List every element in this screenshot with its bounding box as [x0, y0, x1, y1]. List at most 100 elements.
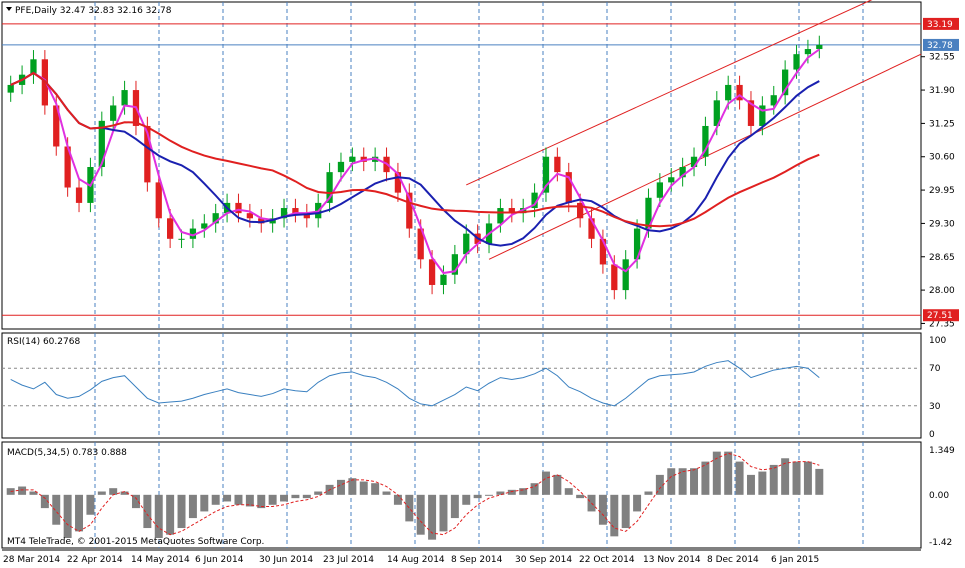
price-axis: 32.55 31.90 31.25 30.60 29.95 29.30 28.65 28.00… — [921, 53, 955, 548]
macd-bar — [314, 491, 323, 495]
macd-bar — [75, 494, 84, 532]
candle-body — [622, 259, 629, 291]
macd-bar — [428, 494, 437, 540]
macd-bar — [371, 483, 380, 495]
macd-bar — [541, 471, 550, 495]
y-tick-label: 28.00 — [929, 286, 955, 296]
macd-bar — [473, 494, 482, 499]
level-tag — [923, 309, 959, 322]
macd-bar — [211, 494, 220, 505]
x-tick-label: 14 May 2014 — [131, 555, 190, 565]
candle-body — [451, 254, 458, 275]
candle-body — [428, 259, 436, 285]
macd-bar — [359, 481, 368, 495]
x-tick-label: 8 Sep 2014 — [451, 555, 503, 565]
macd-bar — [416, 494, 425, 535]
candle-body — [144, 125, 151, 183]
macd-bar — [462, 494, 471, 505]
macd-bar — [701, 461, 710, 495]
x-tick-label: 30 Sep 2014 — [515, 555, 572, 565]
macd-bar — [553, 474, 562, 495]
triangle-down-icon[interactable] — [6, 7, 12, 11]
candle-body — [804, 49, 812, 55]
macd-tick-label: -1.42 — [929, 538, 952, 548]
macd-tick-label: 0.00 — [929, 491, 949, 501]
candle-body — [599, 238, 607, 265]
candle-body — [497, 208, 504, 224]
level-label: 33.19 — [927, 20, 953, 30]
candle-body — [212, 213, 219, 224]
macd-bar — [348, 478, 357, 495]
macd-bar — [109, 488, 118, 495]
macd-bar — [758, 471, 767, 495]
candle-body — [53, 105, 60, 147]
candle-body — [167, 218, 174, 239]
macd-bar — [507, 489, 516, 495]
macd-bar — [405, 494, 414, 522]
macd-bar — [712, 451, 721, 495]
candle-body — [406, 192, 413, 229]
candle-body — [747, 100, 755, 126]
rsi-series — [2, 360, 921, 407]
current_price-label: 32.78 — [927, 41, 953, 51]
candle-body — [349, 156, 356, 162]
macd-bar — [769, 464, 778, 495]
main-pane[interactable] — [1, 1, 922, 330]
candle-body — [7, 84, 14, 93]
x-tick-label: 13 Nov 2014 — [643, 555, 701, 565]
macd-bar — [234, 494, 243, 505]
channel-upper — [466, 0, 873, 186]
macd-bar — [519, 488, 528, 495]
macd-bar — [166, 494, 175, 535]
x-tick-label: 22 Oct 2014 — [579, 555, 635, 565]
candle-body — [793, 54, 800, 70]
candle-body — [668, 177, 675, 183]
macd-bar — [781, 458, 790, 495]
x-tick-label: 22 Apr 2014 — [67, 555, 123, 565]
level-label: 27.51 — [927, 311, 953, 321]
macd-bar — [633, 494, 642, 512]
macd-bar — [280, 494, 289, 502]
x-tick-label: 30 Jun 2014 — [259, 555, 313, 565]
macd-bar — [291, 494, 300, 499]
macd-bar — [200, 494, 209, 512]
candle-body — [679, 167, 686, 178]
macd-bar — [644, 491, 653, 495]
macd-bar — [735, 461, 744, 495]
macd-histogram — [6, 451, 824, 540]
rsi-pane[interactable] — [1, 332, 922, 439]
macd-bar — [450, 494, 459, 519]
candle-body — [565, 172, 572, 203]
horizontal-lines — [2, 23, 921, 316]
macd-bar — [598, 494, 607, 525]
macd-bar — [667, 468, 676, 495]
current_price-tag — [923, 38, 959, 51]
macd-bar — [336, 479, 345, 495]
macd-bar — [188, 494, 197, 519]
macd-bar — [792, 461, 801, 495]
time-axis: 28 Mar 2014 22 Apr 2014 14 May 2014 6 Jun 2… — [2, 549, 921, 565]
y-tick-label: 30.60 — [929, 153, 955, 163]
macd-bar — [52, 494, 61, 525]
macd-bar — [621, 494, 630, 529]
candle-body — [554, 156, 561, 173]
candle-body — [98, 120, 105, 167]
candle-body — [417, 228, 424, 260]
macd-bar — [485, 494, 494, 496]
macd-bar — [610, 494, 619, 537]
moving-averages — [10, 48, 820, 275]
x-tick-label: 23 Jul 2014 — [323, 555, 374, 565]
y-tick-label: 29.30 — [929, 219, 955, 229]
macd-bar — [815, 468, 824, 495]
macd-bar — [86, 494, 95, 515]
macd-bar — [496, 491, 505, 495]
x-tick-label: 28 Mar 2014 — [3, 555, 60, 565]
candle-body — [337, 161, 345, 173]
candle-body — [577, 202, 584, 219]
macd-bar — [803, 461, 812, 495]
y-tick-label: 31.25 — [929, 119, 955, 129]
macd-bar — [120, 491, 129, 495]
candle-body — [588, 218, 595, 239]
candle-body — [656, 182, 663, 198]
